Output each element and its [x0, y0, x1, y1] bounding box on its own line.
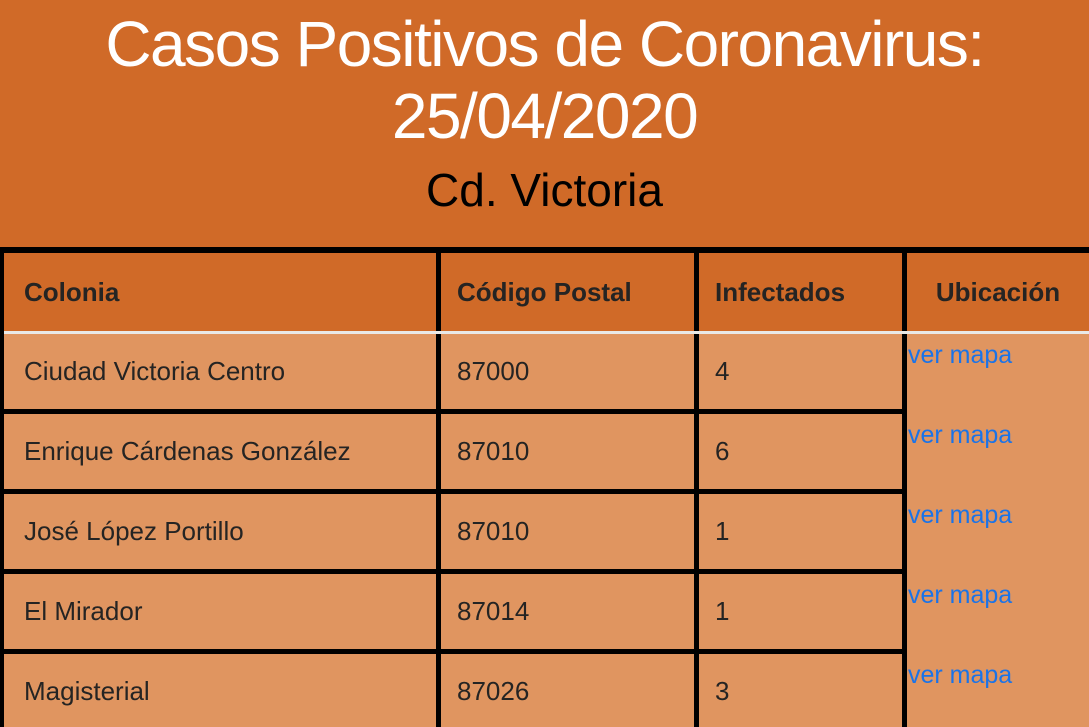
cell-ubicacion: ver mapa	[907, 574, 1089, 654]
table-row: José López Portillo 87010 1 ver mapa	[0, 494, 1089, 574]
cell-infectados: 6	[699, 414, 907, 494]
cell-ubicacion: ver mapa	[907, 414, 1089, 494]
cell-ubicacion: ver mapa	[907, 654, 1089, 727]
table-row: El Mirador 87014 1 ver mapa	[0, 574, 1089, 654]
ver-mapa-link[interactable]: ver mapa	[908, 341, 1013, 369]
cell-infectados: 4	[699, 334, 907, 414]
cell-infectados: 1	[699, 494, 907, 574]
ver-mapa-link[interactable]: ver mapa	[908, 421, 1013, 449]
cell-codigo-postal: 87010	[441, 494, 699, 574]
cell-codigo-postal: 87010	[441, 414, 699, 494]
cell-infectados: 3	[699, 654, 907, 727]
cell-colonia: Magisterial	[0, 654, 441, 727]
table-top-border	[0, 247, 1089, 253]
ver-mapa-link[interactable]: ver mapa	[908, 661, 1013, 689]
cell-colonia: Ciudad Victoria Centro	[0, 334, 441, 414]
cell-colonia: Enrique Cárdenas González	[0, 414, 441, 494]
report-title-line2: 25/04/2020	[391, 80, 699, 152]
ver-mapa-link[interactable]: ver mapa	[908, 581, 1013, 609]
column-header-infectados: Infectados	[699, 253, 907, 331]
column-header-ubicacion: Ubicación	[935, 276, 1061, 307]
report-header: Casos Positivos de Coronavirus: 25/04/20…	[0, 0, 1089, 218]
cell-codigo-postal: 87000	[441, 334, 699, 414]
table-header-row: Colonia Código Postal Infectados Ubicaci…	[0, 253, 1089, 331]
cell-colonia: José López Portillo	[0, 494, 441, 574]
cell-ubicacion: ver mapa	[907, 334, 1089, 414]
cell-ubicacion: ver mapa	[907, 494, 1089, 574]
cell-codigo-postal: 87026	[441, 654, 699, 727]
report-title-line1: Casos Positivos de Coronavirus:	[105, 8, 985, 80]
table-row: Magisterial 87026 3 ver mapa	[0, 654, 1089, 727]
column-header-codigo-postal: Código Postal	[441, 253, 699, 331]
table-row: Enrique Cárdenas González 87010 6 ver ma…	[0, 414, 1089, 494]
header-underline	[0, 331, 1089, 334]
cell-colonia: El Mirador	[0, 574, 441, 654]
cell-codigo-postal: 87014	[441, 574, 699, 654]
table-row: Ciudad Victoria Centro 87000 4 ver mapa	[0, 334, 1089, 414]
cell-infectados: 1	[699, 574, 907, 654]
table-body: Ciudad Victoria Centro 87000 4 ver mapa …	[0, 334, 1089, 727]
report-subtitle: Cd. Victoria	[426, 164, 663, 216]
ver-mapa-link[interactable]: ver mapa	[908, 501, 1013, 529]
cases-table: Colonia Código Postal Infectados Ubicaci…	[0, 247, 1089, 727]
column-header-colonia: Colonia	[0, 253, 441, 331]
